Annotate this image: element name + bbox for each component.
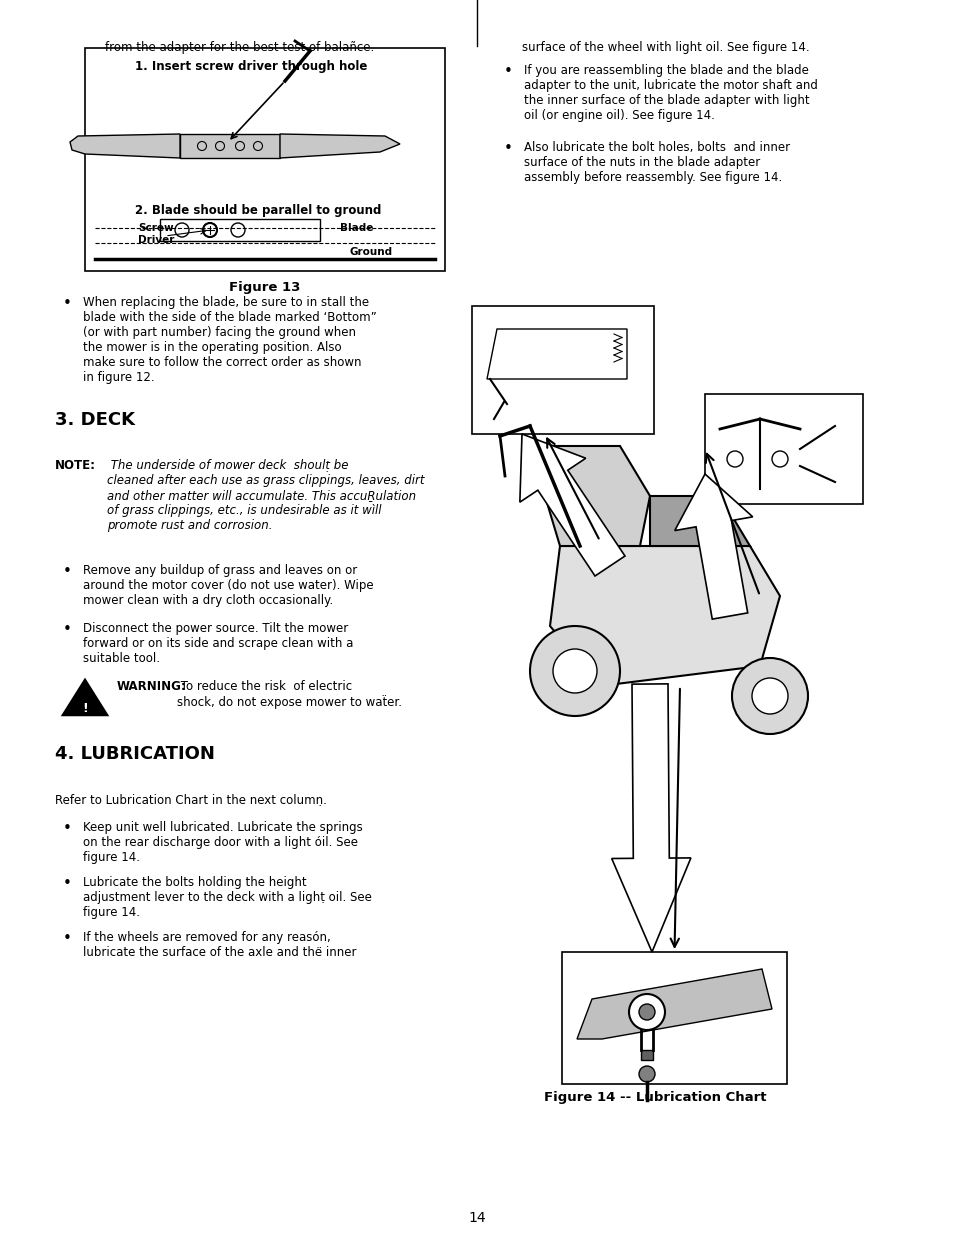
Circle shape [203, 223, 216, 237]
Text: surface of the wheel with light oil. See figure 14.: surface of the wheel with light oil. See… [521, 41, 809, 54]
Text: Refer to Lubrication Chart in the next columṇ.: Refer to Lubrication Chart in the next c… [55, 792, 327, 806]
Text: Blade: Blade [339, 223, 373, 233]
Text: !: ! [82, 701, 88, 715]
Text: Remove any buildup of grass and leaves on or
around the motor cover (do not use : Remove any buildup of grass and leaves o… [83, 564, 374, 607]
Circle shape [530, 625, 619, 716]
Circle shape [639, 1004, 655, 1020]
Text: •: • [63, 876, 71, 891]
Text: •: • [503, 64, 513, 78]
FancyBboxPatch shape [561, 952, 786, 1084]
Text: 4. LUBRICATION: 4. LUBRICATION [55, 745, 214, 763]
FancyBboxPatch shape [472, 307, 654, 434]
Text: 2. Blade should be parallel to ground: 2. Blade should be parallel to ground [135, 204, 381, 217]
Polygon shape [486, 329, 626, 379]
Text: Also lubricate the bolt holes, bolts  and inner
surface of the nuts in the blade: Also lubricate the bolt holes, bolts and… [523, 141, 789, 184]
Text: When replacing the blade, be sure to in stall the
blade with the side of the bla: When replacing the blade, be sure to in … [83, 297, 376, 384]
Polygon shape [611, 684, 690, 952]
FancyBboxPatch shape [180, 135, 280, 158]
Text: NOTE:: NOTE: [55, 459, 96, 472]
Polygon shape [63, 680, 107, 715]
Polygon shape [530, 446, 649, 546]
Circle shape [731, 658, 807, 734]
Text: Ground: Ground [350, 247, 393, 257]
Text: If you are reassembling the blade and the blade
adapter to the unit, lubricate t: If you are reassembling the blade and th… [523, 64, 817, 122]
Circle shape [751, 678, 787, 714]
Text: Figure 14 -- Lubrication Chart: Figure 14 -- Lubrication Chart [543, 1091, 765, 1104]
Text: Screw
Driver: Screw Driver [138, 223, 174, 244]
FancyBboxPatch shape [85, 49, 444, 270]
Text: WARNING:: WARNING: [117, 680, 187, 693]
Polygon shape [577, 969, 771, 1039]
Text: To reduce the risk  of electric
shock, do not expose mower to waẗer.: To reduce the risk of electric shock, do… [177, 680, 401, 709]
Text: 14: 14 [468, 1211, 485, 1225]
Polygon shape [649, 496, 749, 546]
Circle shape [553, 649, 597, 693]
Polygon shape [280, 135, 399, 158]
Text: •: • [63, 622, 71, 637]
Text: Lubricate the bolts holding the height
adjustment lever to the deck with a lighṭ: Lubricate the bolts holding the height a… [83, 876, 372, 920]
FancyBboxPatch shape [160, 219, 319, 240]
FancyBboxPatch shape [704, 394, 862, 503]
Text: Figure 13: Figure 13 [229, 282, 300, 294]
Circle shape [639, 1067, 655, 1082]
Text: 3. DECK: 3. DECK [55, 411, 135, 429]
Polygon shape [674, 473, 752, 619]
Circle shape [628, 994, 664, 1030]
Polygon shape [70, 135, 180, 158]
Text: Keep unit well lubricated. Lubricate the springs
on the rear discharge door with: Keep unit well lubricated. Lubricate the… [83, 821, 362, 863]
Polygon shape [550, 546, 780, 687]
FancyBboxPatch shape [640, 1050, 652, 1060]
Text: •: • [63, 564, 71, 579]
Text: •: • [63, 297, 71, 312]
Text: Disconnect the power source. Tilt the mower
forward or on its side and scrape cl: Disconnect the power source. Tilt the mo… [83, 622, 353, 665]
Text: from the adapter for the best test of balañce.: from the adapter for the best test of ba… [105, 41, 374, 54]
Text: •: • [63, 931, 71, 946]
Polygon shape [519, 434, 624, 576]
Text: 1. Insert screw driver through hole: 1. Insert screw driver through hole [135, 60, 367, 74]
Text: •: • [63, 821, 71, 836]
Text: The underside of mower deck  shoulṭ be
cleaned after each use as grass clippings: The underside of mower deck shoulṭ be cl… [107, 459, 424, 532]
Text: •: • [503, 141, 513, 156]
Text: If the wheels are removed for any reasón,
lubricate the surface of the axle and : If the wheels are removed for any reasón… [83, 931, 356, 959]
